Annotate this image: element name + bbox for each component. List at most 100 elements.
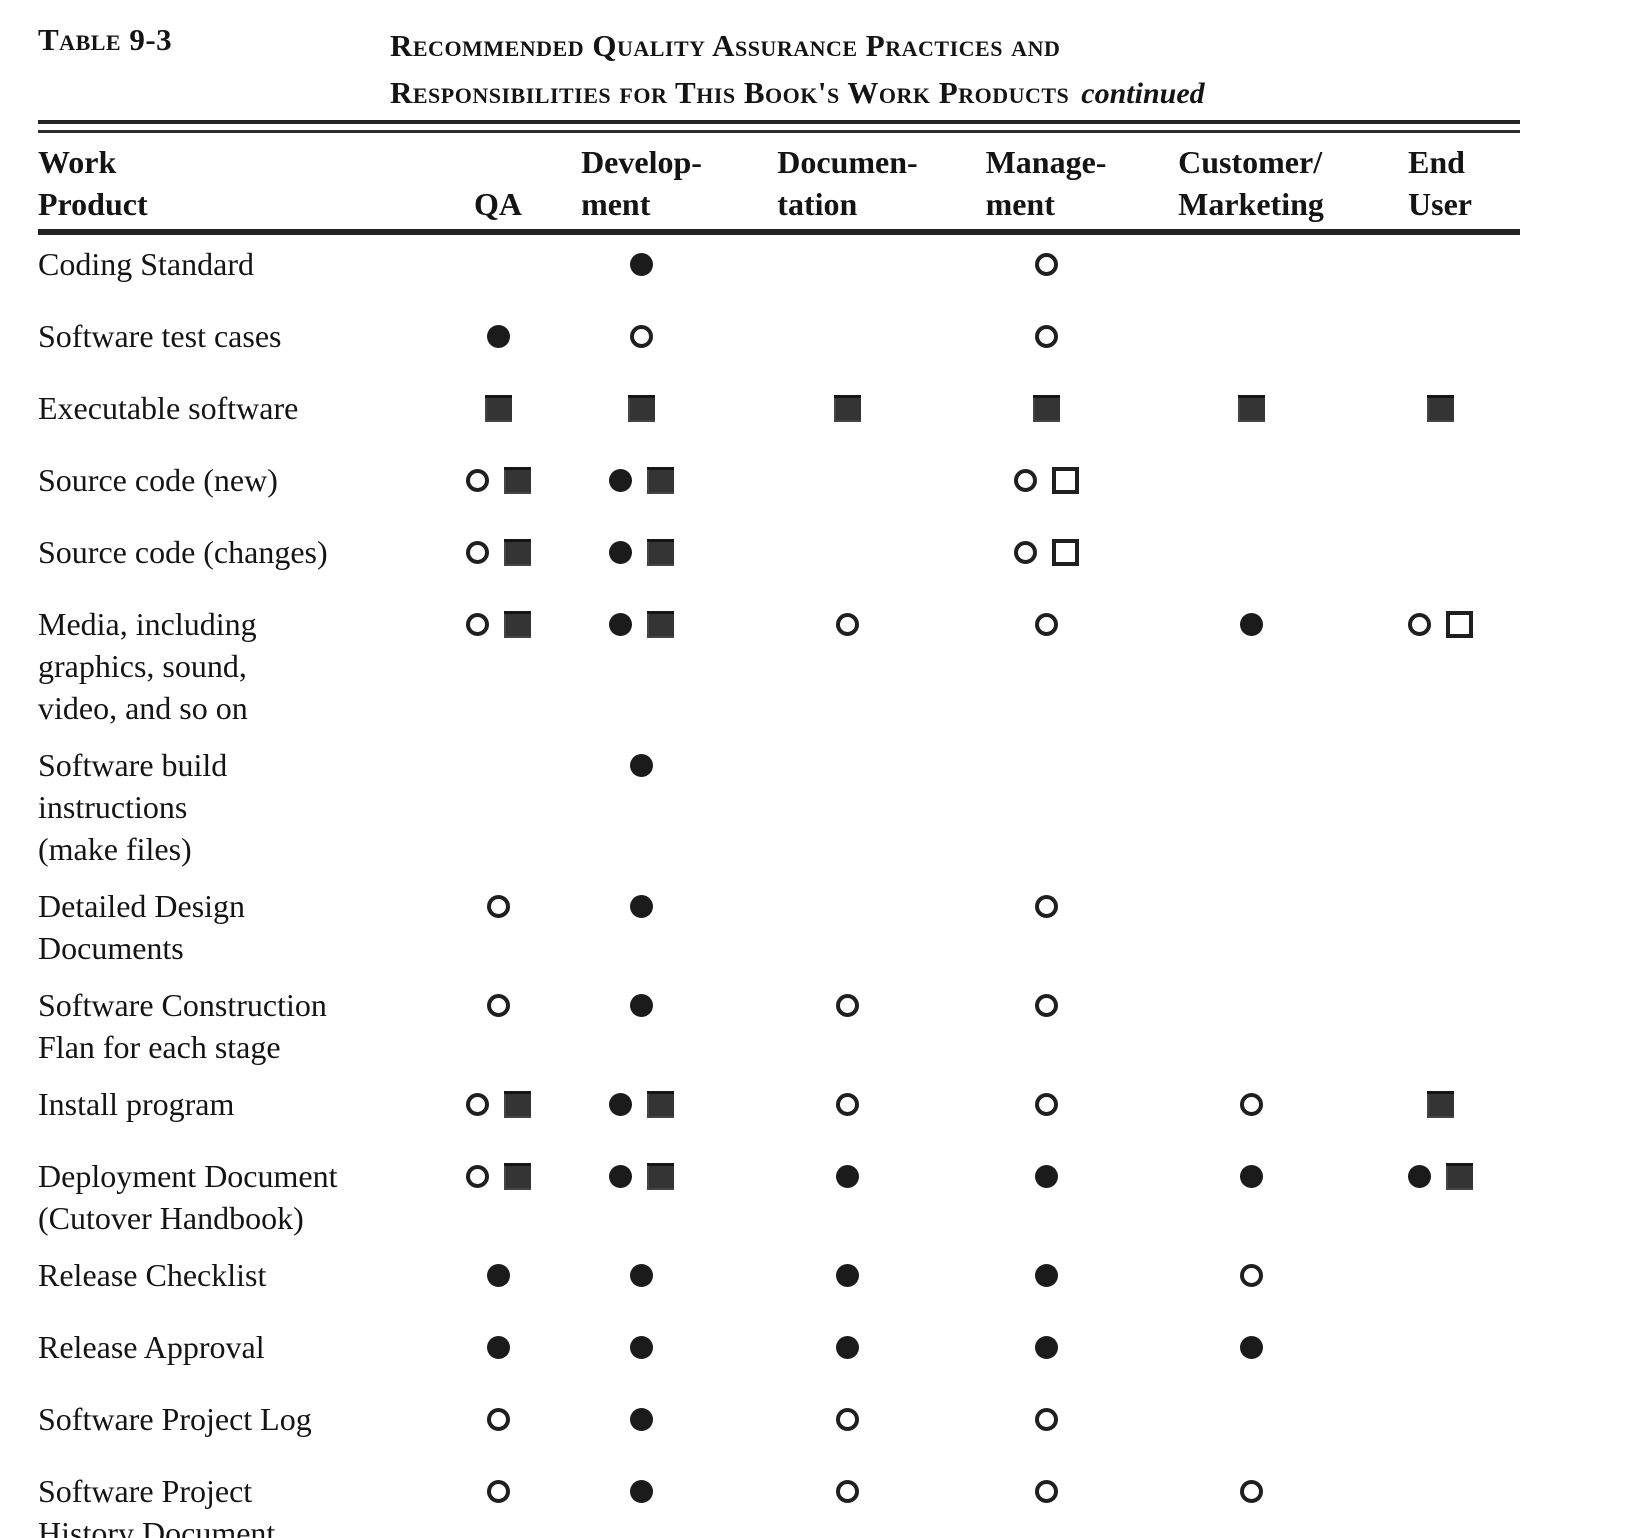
filled-circle-icon xyxy=(609,1164,632,1188)
cell-customer-marketing xyxy=(1142,243,1360,285)
cell-customer-marketing xyxy=(1142,1254,1360,1296)
filled-square-icon xyxy=(647,466,674,494)
work-product-label: Deployment Document (Cutover Handbook) xyxy=(38,1158,338,1236)
open-circle-icon xyxy=(1034,324,1058,348)
filled-square-icon xyxy=(503,466,531,494)
cell-customer-marketing xyxy=(1142,531,1360,573)
cell-qa xyxy=(458,1326,538,1368)
cell-qa xyxy=(458,1083,538,1125)
cell-documentation xyxy=(745,1155,950,1197)
open-circle-icon xyxy=(465,1164,489,1188)
column-header-management: Manage- ment xyxy=(950,141,1142,225)
table-title-continued: continued xyxy=(1081,77,1205,110)
filled-circle-icon xyxy=(836,1335,859,1359)
open-square-icon xyxy=(1051,538,1079,566)
filled-circle-icon xyxy=(1034,1263,1058,1287)
table-row: Deployment Document (Cutover Handbook) xyxy=(38,1155,1520,1254)
cell-end-user xyxy=(1360,531,1520,573)
cell-qa xyxy=(458,243,538,285)
open-circle-icon xyxy=(486,1479,510,1503)
open-circle-icon xyxy=(836,1479,859,1503)
filled-square-icon xyxy=(503,610,531,638)
work-product-label: Software build instructions (make files) xyxy=(38,747,228,867)
cell-development xyxy=(538,531,745,573)
table-row: Executable software xyxy=(38,387,1520,459)
cell-end-user xyxy=(1360,984,1520,1026)
cell-documentation xyxy=(745,315,950,357)
filled-square-icon xyxy=(834,394,861,422)
open-circle-icon xyxy=(465,612,489,636)
table-title-line2-text: Responsibilities for This Book's Work Pr… xyxy=(390,75,1070,110)
cell-end-user xyxy=(1360,1398,1520,1440)
cell-end-user xyxy=(1360,603,1520,645)
table-title-line2: Responsibilities for This Book's Work Pr… xyxy=(390,69,1205,117)
cell-documentation xyxy=(745,984,950,1026)
cell-management xyxy=(950,603,1142,645)
filled-square-icon xyxy=(647,1090,674,1118)
cell-development xyxy=(538,984,745,1026)
open-circle-icon xyxy=(836,1407,859,1431)
open-circle-icon xyxy=(836,993,859,1017)
open-circle-icon xyxy=(630,324,653,348)
work-product-label: Install program xyxy=(38,1086,235,1122)
open-circle-icon xyxy=(486,894,510,918)
cell-development xyxy=(538,243,745,285)
cell-customer-marketing xyxy=(1142,1155,1360,1197)
work-product-label: Software test cases xyxy=(38,318,282,354)
filled-circle-icon xyxy=(630,993,653,1017)
filled-square-icon xyxy=(503,538,531,566)
filled-circle-icon xyxy=(630,1263,653,1287)
filled-square-icon xyxy=(503,1162,531,1190)
open-circle-icon xyxy=(1034,1092,1058,1116)
filled-circle-icon xyxy=(630,252,653,276)
cell-management xyxy=(950,744,1142,786)
filled-circle-icon xyxy=(630,1479,653,1503)
table-row: Detailed Design Documents xyxy=(38,885,1520,984)
cell-customer-marketing xyxy=(1142,1326,1360,1368)
cell-management xyxy=(950,1398,1142,1440)
column-header-qa: QA xyxy=(458,183,538,225)
cell-qa xyxy=(458,315,538,357)
cell-end-user xyxy=(1360,1155,1520,1197)
work-product-label: Source code (new) xyxy=(38,462,278,498)
column-header-documentation: Documen- tation xyxy=(745,141,950,225)
cell-management xyxy=(950,531,1142,573)
filled-circle-icon xyxy=(609,468,632,492)
open-circle-icon xyxy=(1239,1263,1263,1287)
open-circle-icon xyxy=(486,1407,510,1431)
filled-circle-icon xyxy=(609,612,632,636)
cell-development xyxy=(538,1398,745,1440)
cell-customer-marketing xyxy=(1142,387,1360,429)
column-header-work-product: Work Product xyxy=(38,141,458,225)
cell-end-user xyxy=(1360,1083,1520,1125)
open-circle-icon xyxy=(1034,252,1058,276)
cell-customer-marketing xyxy=(1142,603,1360,645)
open-square-icon xyxy=(1051,466,1079,494)
table-row: Software Construction Flan for each stag… xyxy=(38,984,1520,1083)
open-circle-icon xyxy=(465,540,489,564)
cell-end-user xyxy=(1360,1326,1520,1368)
cell-development xyxy=(538,603,745,645)
open-circle-icon xyxy=(1034,612,1058,636)
column-header-label: Manage- ment xyxy=(985,144,1107,222)
column-header-label: Develop- ment xyxy=(581,144,702,222)
work-product-label: Software Project History Document xyxy=(38,1473,276,1538)
cell-qa xyxy=(458,1254,538,1296)
filled-square-icon xyxy=(1426,1090,1454,1118)
cell-end-user xyxy=(1360,1470,1520,1512)
cell-documentation xyxy=(745,387,950,429)
column-header-label: QA xyxy=(474,186,522,222)
scanned-page: Table 9-3 Recommended Quality Assurance … xyxy=(38,0,1520,1538)
cell-qa xyxy=(458,603,538,645)
cell-management xyxy=(950,315,1142,357)
work-product-label: Release Checklist xyxy=(38,1257,267,1293)
cell-end-user xyxy=(1360,243,1520,285)
open-circle-icon xyxy=(1013,468,1037,492)
cell-documentation xyxy=(745,744,950,786)
table-row: Media, including graphics, sound, video,… xyxy=(38,603,1520,744)
table-title: Recommended Quality Assurance Practices … xyxy=(390,22,1205,117)
column-header-label: Documen- tation xyxy=(777,144,918,222)
table-row: Software Project History Document xyxy=(38,1470,1520,1538)
cell-management xyxy=(950,885,1142,927)
cell-end-user xyxy=(1360,387,1520,429)
